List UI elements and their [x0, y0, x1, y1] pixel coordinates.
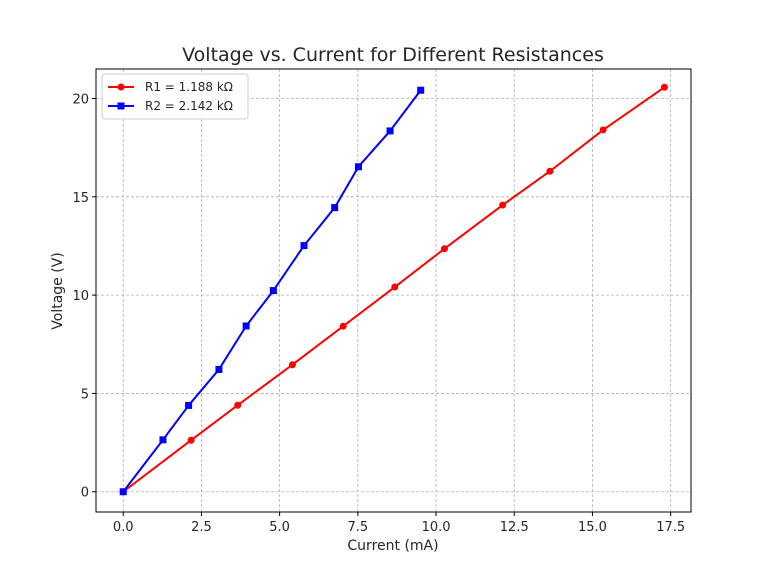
- data-point: [215, 365, 223, 373]
- data-point: [440, 245, 448, 253]
- x-tick-label-12-5: 12.5: [500, 520, 529, 535]
- data-point: [300, 242, 308, 250]
- data-point: [499, 201, 507, 209]
- x-tick-label-10-0: 10.0: [422, 520, 451, 535]
- x-tick-label-0-0: 0.0: [113, 520, 134, 535]
- x-tick-label-15-0: 15.0: [578, 520, 607, 535]
- data-point: [234, 401, 242, 409]
- data-point: [331, 204, 339, 212]
- data-point: [546, 167, 554, 175]
- data-point: [187, 436, 195, 444]
- axis-ticks: 0.0 2.5 5.0 7.5 10.0 12.5 15.0 17.5 0 5 10 15 20: [72, 92, 685, 535]
- plot-series: [119, 83, 668, 496]
- y-axis-label: Voltage (V): [50, 252, 66, 329]
- data-point: [386, 127, 394, 135]
- y-tick-label-0: 0: [81, 486, 89, 501]
- data-point: [417, 86, 425, 94]
- chart-title: Voltage vs. Current for Different Resist…: [182, 44, 604, 66]
- x-tick-label-2-5: 2.5: [191, 520, 212, 535]
- series-2: [119, 86, 425, 496]
- x-tick-label-5-0: 5.0: [269, 520, 290, 535]
- plot-frame: [95, 68, 692, 513]
- data-point: [269, 287, 277, 295]
- data-point: [339, 322, 347, 330]
- data-point: [242, 322, 250, 330]
- data-point: [354, 163, 362, 171]
- y-tick-label-5: 5: [81, 387, 89, 402]
- x-tick-label-7-5: 7.5: [347, 520, 368, 535]
- y-tick-label-15: 15: [72, 191, 89, 206]
- grid-lines: [96, 69, 691, 512]
- legend-marker-r2: [117, 102, 125, 110]
- data-point: [599, 126, 607, 134]
- x-tick-label-17-5: 17.5: [656, 520, 685, 535]
- y-tick-label-20: 20: [72, 92, 89, 107]
- y-tick-label-10: 10: [72, 289, 89, 304]
- legend-box: [101, 73, 249, 120]
- legend-label-r1: R1 = 1.188 kΩ: [145, 80, 233, 94]
- legend-marker-r1: [117, 83, 125, 91]
- series-1: [119, 83, 668, 496]
- data-point: [660, 83, 668, 91]
- x-axis-label: Current (mA): [347, 538, 438, 554]
- data-point: [391, 283, 399, 291]
- legend: R1 = 1.188 kΩ R2 = 2.142 kΩ: [101, 73, 249, 120]
- data-point: [185, 401, 193, 409]
- data-point: [119, 488, 127, 496]
- data-point: [159, 436, 167, 444]
- legend-label-r2: R2 = 2.142 kΩ: [145, 99, 233, 113]
- data-point: [288, 361, 296, 369]
